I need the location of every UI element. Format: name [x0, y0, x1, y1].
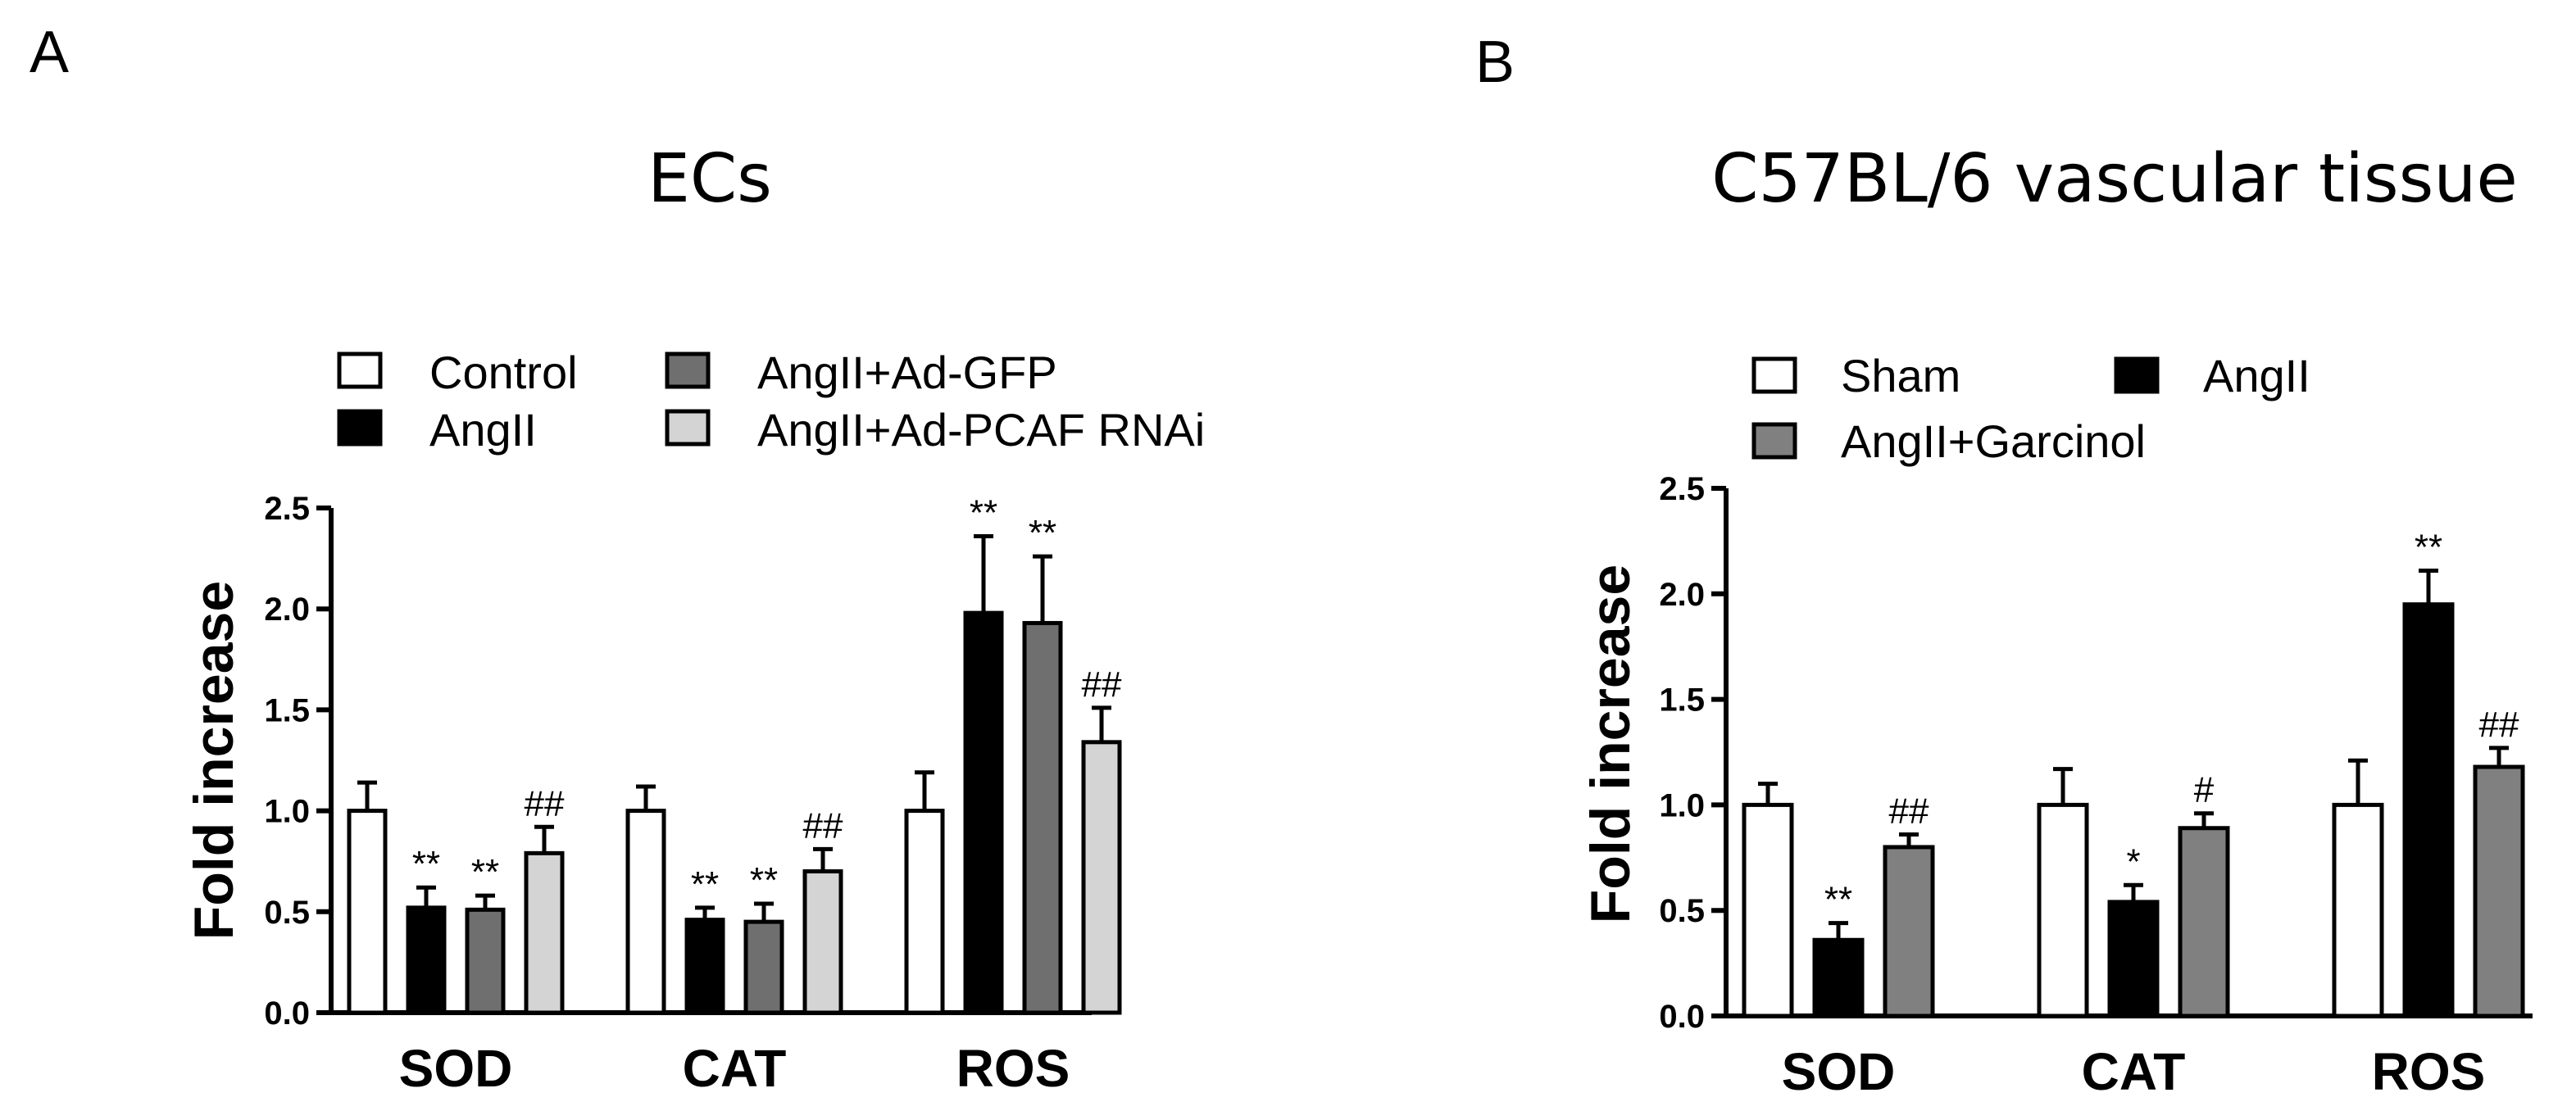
- bar-b-ros-2: [2473, 764, 2525, 1018]
- bar-b-ros-0: [2332, 802, 2384, 1018]
- legend-label-angii-garcinol: AngII+Garcinol: [1841, 415, 2146, 467]
- bar-a-ros-2: [1022, 620, 1063, 1015]
- panel-b-letter: B: [1475, 29, 1515, 95]
- y-tick-label-b-4: 2.0: [1659, 577, 1705, 613]
- chart-a: 0.0 0.5 1.0 1.5 2.0 2.5 ** ** ## SOD ** ** ## CAT ** **…: [264, 491, 1122, 1098]
- category-label-a-ros: ROS: [956, 1039, 1070, 1098]
- significance-label-b-1-2: #: [2194, 770, 2215, 810]
- category-label-b-ros: ROS: [2372, 1042, 2486, 1101]
- y-tick-label-b-3: 1.5: [1659, 682, 1705, 719]
- bar-a-ros-3: [1081, 740, 1122, 1015]
- bar-b-sod-2: [1883, 845, 1935, 1018]
- legend-swatch-angii-b: [2114, 356, 2160, 394]
- y-tick-label-a-1: 0.5: [264, 895, 310, 931]
- bar-a-cat-0: [625, 809, 666, 1015]
- bar-b-sod-1: [1812, 937, 1865, 1018]
- significance-label-b-2-2: ##: [2479, 705, 2519, 745]
- significance-label-a-1-1: **: [691, 864, 719, 905]
- chart-b: 0.0 0.5 1.0 1.5 2.0 2.5 ** ## SOD * # CAT ** ## ROS: [1659, 471, 2533, 1101]
- bar-a-sod-2: [465, 907, 506, 1015]
- legend-swatch-angii-garcinol: [1751, 422, 1797, 460]
- significance-label-a-0-1: **: [412, 844, 440, 884]
- significance-label-a-0-2: **: [471, 852, 499, 892]
- significance-label-b-0-1: **: [1824, 880, 1852, 920]
- bar-b-cat-2: [2178, 826, 2230, 1018]
- y-tick-label-b-2: 1.0: [1659, 787, 1705, 823]
- bar-b-ros-1: [2402, 602, 2455, 1018]
- y-tick-label-a-2: 1.0: [264, 794, 310, 830]
- significance-label-a-1-3: ##: [803, 805, 843, 846]
- category-label-b-sod: SOD: [1782, 1042, 1896, 1101]
- y-tick-label-a-0: 0.0: [264, 995, 310, 1032]
- bar-a-sod-3: [524, 850, 565, 1015]
- bar-a-sod-0: [347, 809, 388, 1015]
- category-label-a-cat: CAT: [683, 1039, 787, 1098]
- panel-a-title: ECs: [647, 140, 772, 218]
- legend-swatch-control: [337, 351, 383, 389]
- bar-a-cat-1: [684, 918, 725, 1015]
- panel-a-y-axis-label: Fold increase: [183, 581, 245, 940]
- panel-b-y-axis-label: Fold increase: [1579, 565, 1642, 923]
- y-tick-label-b-5: 2.5: [1659, 471, 1705, 507]
- bar-a-ros-0: [904, 809, 945, 1015]
- legend-swatch-angii: [337, 409, 383, 447]
- significance-label-a-2-3: ##: [1082, 664, 1122, 705]
- legend-label-angii: AngII: [429, 404, 537, 456]
- legend-swatch-angii-ad-pcaf-rnai: [665, 409, 711, 447]
- y-tick-label-b-0: 0.0: [1659, 999, 1705, 1035]
- legend-label-sham: Sham: [1841, 350, 1960, 401]
- bar-a-ros-1: [963, 610, 1004, 1015]
- y-tick-label-b-1: 0.5: [1659, 893, 1705, 929]
- bar-a-cat-2: [743, 919, 784, 1015]
- bar-b-sod-0: [1742, 802, 1794, 1018]
- legend-swatch-sham: [1751, 356, 1797, 394]
- bar-a-cat-3: [802, 869, 843, 1015]
- legend-label-control: Control: [429, 347, 578, 398]
- panel-a-letter: A: [30, 20, 69, 85]
- y-tick-label-a-4: 2.0: [264, 592, 310, 628]
- significance-label-b-0-2: ##: [1889, 791, 1929, 831]
- bar-b-cat-1: [2107, 900, 2160, 1018]
- significance-label-a-2-2: **: [1029, 513, 1056, 553]
- category-label-a-sod: SOD: [399, 1039, 513, 1098]
- significance-label-a-0-3: ##: [525, 783, 565, 823]
- legend-swatch-angii-ad-gfp: [665, 351, 711, 389]
- significance-label-b-1-1: *: [2126, 841, 2140, 882]
- category-label-b-cat: CAT: [2082, 1042, 2186, 1101]
- bar-b-cat-0: [2037, 802, 2089, 1018]
- significance-label-a-2-1: **: [970, 492, 997, 533]
- significance-label-a-1-2: **: [750, 860, 778, 900]
- legend-label-angii-b: AngII: [2203, 350, 2310, 401]
- y-tick-label-a-3: 1.5: [264, 692, 310, 728]
- panel-b-title: C57BL/6 vascular tissue: [1711, 140, 2518, 218]
- legend-label-angii-ad-gfp: AngII+Ad-GFP: [757, 347, 1057, 398]
- legend-label-angii-ad-pcaf-rnai: AngII+Ad-PCAF RNAi: [757, 404, 1205, 456]
- y-tick-label-a-5: 2.5: [264, 491, 310, 527]
- significance-label-b-2-1: **: [2415, 527, 2442, 567]
- bar-a-sod-1: [406, 905, 447, 1015]
